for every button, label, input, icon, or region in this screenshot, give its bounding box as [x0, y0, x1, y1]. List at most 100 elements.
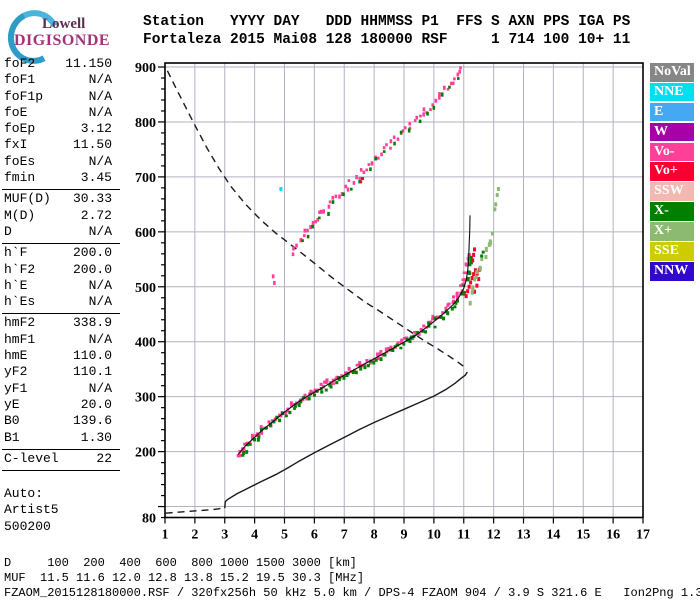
echo-point-f-trace-o-mode--vo-- [284, 411, 288, 415]
echo-point-second-hop-o--vo-- [401, 129, 405, 133]
echo-point-x+-steep-branch [478, 266, 482, 271]
echo-point-f-trace-x-mode--x-- [379, 357, 383, 362]
echo-point-second-hop-x--x-- [369, 167, 372, 172]
param-value: 3.45 [80, 170, 112, 186]
echo-point-f-trace-x-mode--x-- [442, 316, 446, 321]
echo-point-second-hop-o--vo-- [347, 179, 351, 182]
echo-point-second-hop-x--x-- [432, 105, 436, 110]
param-value: 30.33 [72, 191, 112, 207]
topside-profile-dashed [166, 70, 468, 371]
trace-layer [165, 66, 500, 514]
echo-point-f-trace-o-mode--vo-- [376, 352, 380, 357]
echo-point-f-trace-o-mode--vo-- [399, 340, 403, 344]
echo-point-second-hop-o--vo-- [422, 112, 425, 117]
echo-point-f-trace-x-mode--x-- [329, 385, 333, 389]
echo-point-f-trace-x-mode--x-- [405, 337, 409, 342]
legend-item-NNE: NNE [650, 82, 694, 102]
echo-point-f-trace-o-mode--vo-- [238, 453, 242, 458]
parameter-panel: foF2 11.150 foF1 N/A foF1p N/A foE N/A foEp 3.12 f… [2, 55, 120, 472]
echo-point-second-hop-o--vo-- [314, 220, 317, 224]
echo-point-second-hop-o--vo-- [338, 194, 341, 199]
echo-point-second-hop-x--x-- [301, 239, 304, 243]
param-row-foF1p: foF1p N/A [2, 89, 120, 105]
echo-point-f-trace-o-mode--vo-- [431, 314, 435, 319]
param-label: foEs [4, 153, 36, 169]
echo-point-f-trace-steep-vo+ [477, 277, 481, 282]
echo-point-f-trace-o-mode--vo-- [242, 446, 246, 451]
echo-point-second-hop-x--x-- [399, 130, 403, 135]
echo-point-f-trace-x-mode--x-- [391, 347, 395, 352]
echo-point-f-trace-o-mode--vo-- [250, 433, 254, 438]
trace-fit-line [237, 215, 471, 455]
param-label: D [4, 223, 12, 239]
param-label: hmF2 [4, 315, 36, 331]
echo-point-f-trace-x-mode--x-- [383, 353, 387, 357]
doppler-direction-legend: NoVal NNE E W Vo- Vo+ SSW X- X+ SSE NNW [650, 63, 696, 282]
param-value: N/A [88, 380, 112, 396]
echo-point-f-trace-o-mode--vo-- [376, 355, 380, 361]
echo-point-f-trace-x-mode--x-- [469, 255, 473, 259]
echo-point-f-trace-x-mode--x-- [242, 451, 246, 456]
legend-item-W: W [650, 122, 694, 142]
param-row-fmin: fmin 3.45 [2, 170, 120, 186]
echo-point-f-trace-o-mode--vo-- [378, 352, 382, 356]
echo-point-f-trace-o-mode--vo-- [379, 350, 383, 353]
echo-point-f-trace-o-mode--vo-- [331, 378, 335, 382]
echo-point-f-trace-x-mode--x-- [278, 418, 282, 423]
echo-point-vo--strays [271, 274, 275, 279]
echo-point-f-trace-x-mode--x-- [253, 438, 257, 442]
echo-point-f-trace-x-mode--x-- [424, 330, 428, 334]
header-columns-row: Station YYYY DAY DDD HHMMSS P1 FFS S AXN… [143, 14, 631, 30]
echo-point-f-trace-x-mode--x-- [399, 346, 403, 350]
echo-point-second-hop-o--vo-- [370, 161, 374, 166]
echo-point-second-hop-o--vo-- [322, 209, 326, 214]
echo-point-f-trace-o-mode--vo-- [305, 397, 309, 401]
lowell-digisonde-logo: Lowell DIGISONDE [0, 3, 134, 71]
echo-point-f-trace-x-mode--x-- [468, 263, 472, 267]
x-tick-label: 1 [162, 528, 169, 543]
param-group-3: hmF2 338.9 hmF1 N/A hmE 110.0 yF2 110.1 yF1 N/A yE… [2, 314, 120, 450]
echo-point-f-trace-o-mode--vo-- [289, 401, 293, 405]
echo-point-second-hop-o--vo-- [431, 103, 434, 107]
legend-item-X-: X- [650, 202, 694, 221]
param-row-foE: foE N/A [2, 105, 120, 121]
echo-point-f-trace-x-mode--x-- [454, 301, 458, 305]
echo-point-f-trace-x-mode--x-- [245, 443, 249, 447]
param-label: h`F2 [4, 261, 36, 277]
echo-point-f-trace-x-mode--x-- [302, 395, 306, 399]
param-value: N/A [88, 223, 112, 239]
echo-point-second-hop-o--vo-- [359, 168, 363, 172]
param-label: foF1 [4, 72, 36, 88]
y-tick-label: 900 [135, 61, 156, 76]
echo-point-f-trace-o-mode--vo-- [451, 301, 455, 304]
echo-point-f-trace-o-mode--vo-- [335, 375, 339, 379]
legend-item-X+: X+ [650, 222, 694, 241]
param-group-4: C-level 22 [2, 450, 120, 472]
param-value: 22 [96, 450, 112, 466]
param-value: N/A [88, 153, 112, 169]
param-value: 1.30 [80, 429, 112, 445]
echo-point-f-trace-x-mode--x-- [241, 453, 245, 457]
legend-item-Vo+: Vo+ [650, 162, 694, 182]
echo-point-second-hop-o--vo-- [438, 95, 441, 100]
echo-point-second-hop-x--x-- [350, 187, 353, 191]
logo-digisonde-text: DIGISONDE [14, 32, 111, 49]
legend-item-E: E [650, 102, 694, 122]
echo-point-f-trace-x-mode--x-- [460, 292, 464, 296]
param-row-hmF1: hmF1 N/A [2, 332, 120, 348]
echo-point-x+-steep-branch [484, 254, 488, 260]
echo-point-f-trace-x-mode--x-- [446, 311, 450, 316]
param-row-foEs: foEs N/A [2, 154, 120, 170]
echo-point-second-hop-o--vo-- [453, 77, 456, 81]
param-label: MUF(D) [4, 191, 51, 207]
param-value: N/A [88, 277, 112, 293]
echo-point-second-hop-o--vo-- [403, 126, 407, 130]
echo-point-f-trace-o-mode--vo-- [334, 377, 338, 381]
echo-point-second-hop-o--vo-- [456, 72, 460, 77]
echo-point-second-hop-o--vo-- [376, 156, 380, 160]
echo-point-f-trace-o-mode--vo-- [396, 341, 400, 345]
param-row-C-level: C-level 22 [2, 451, 120, 467]
echo-point-f-trace-o-mode--vo-- [464, 271, 468, 275]
x-tick-label: 10 [427, 528, 441, 543]
echo-point-f-trace-o-mode--vo-- [456, 295, 460, 300]
